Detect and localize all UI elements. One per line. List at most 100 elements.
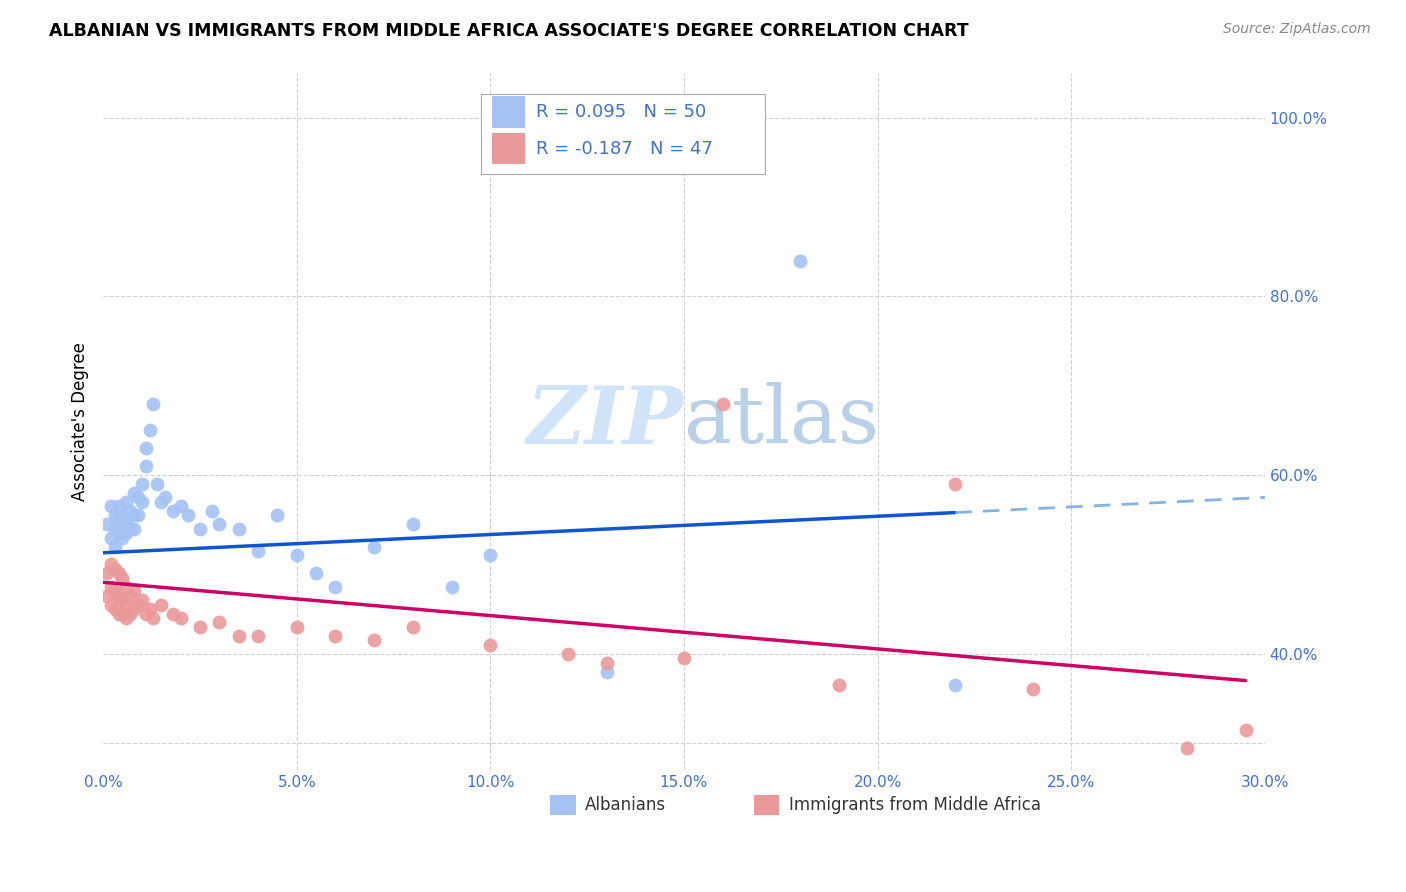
Point (943, 678, 966, 692)
Point (135, 442, 157, 456)
Point (285, 549, 308, 563)
Bar (550, 796, 576, 815)
Point (150, 598, 173, 612)
Point (115, 495, 138, 509)
Point (100, 580, 122, 594)
Point (595, 656, 617, 670)
Point (107, 607, 129, 621)
Point (188, 522, 211, 536)
Point (131, 495, 153, 509)
Point (100, 598, 122, 612)
Bar (754, 796, 779, 815)
Point (111, 508, 134, 523)
FancyBboxPatch shape (481, 94, 765, 174)
Point (111, 531, 134, 545)
Point (131, 477, 153, 491)
Point (120, 589, 142, 603)
Point (363, 540, 385, 554)
Point (96, 589, 118, 603)
Text: R = 0.095   N = 50: R = 0.095 N = 50 (537, 103, 707, 121)
Point (142, 611, 165, 625)
Point (169, 611, 191, 625)
Point (402, 517, 425, 532)
Point (228, 629, 250, 643)
Point (111, 517, 134, 532)
Point (285, 620, 308, 634)
Point (96, 517, 118, 532)
Point (122, 486, 145, 500)
Point (162, 504, 184, 518)
Point (120, 522, 142, 536)
Point (595, 665, 617, 679)
Text: Immigrants from Middle Africa: Immigrants from Middle Africa (789, 796, 1040, 814)
Point (789, 253, 811, 268)
Point (943, 477, 966, 491)
Point (305, 566, 328, 581)
Point (557, 647, 579, 661)
Point (115, 513, 138, 527)
Point (107, 566, 129, 581)
Point (402, 620, 425, 634)
Point (325, 580, 347, 594)
Point (200, 504, 222, 518)
Point (111, 571, 134, 585)
Point (142, 396, 165, 410)
Point (208, 517, 231, 532)
Text: ZIP: ZIP (527, 383, 683, 460)
Point (100, 558, 122, 572)
Point (100, 500, 122, 514)
Point (115, 580, 138, 594)
Point (1177, 740, 1199, 755)
Point (247, 544, 270, 558)
Point (107, 589, 129, 603)
Point (711, 396, 734, 410)
Point (127, 491, 149, 505)
Point (138, 602, 160, 616)
Point (208, 615, 231, 630)
Point (247, 629, 270, 643)
Y-axis label: Associate's Degree: Associate's Degree (72, 342, 89, 501)
Point (828, 678, 851, 692)
Point (177, 508, 200, 523)
Point (325, 629, 347, 643)
Point (104, 522, 127, 536)
Point (96, 566, 118, 581)
Point (127, 598, 149, 612)
Point (111, 593, 134, 607)
Point (131, 593, 153, 607)
Point (440, 580, 463, 594)
Text: R = -0.187   N = 47: R = -0.187 N = 47 (537, 140, 713, 158)
Point (107, 513, 129, 527)
Point (104, 584, 127, 599)
Point (146, 477, 169, 491)
Point (169, 500, 191, 514)
Point (135, 607, 157, 621)
Point (479, 549, 502, 563)
Point (135, 459, 157, 474)
Point (162, 607, 184, 621)
Point (115, 611, 138, 625)
Text: Source: ZipAtlas.com: Source: ZipAtlas.com (1223, 22, 1371, 37)
Point (115, 526, 138, 541)
Point (1021, 682, 1043, 697)
Point (107, 500, 129, 514)
Text: atlas: atlas (683, 383, 879, 460)
Point (122, 522, 145, 536)
Point (153, 491, 176, 505)
Point (104, 508, 127, 523)
Point (122, 602, 145, 616)
Point (122, 584, 145, 599)
Point (100, 531, 122, 545)
Point (228, 522, 250, 536)
Text: Albanians: Albanians (585, 796, 666, 814)
Point (122, 508, 145, 523)
Point (1234, 723, 1257, 737)
Point (672, 651, 695, 665)
Point (150, 495, 173, 509)
Text: ALBANIAN VS IMMIGRANTS FROM MIDDLE AFRICA ASSOCIATE'S DEGREE CORRELATION CHART: ALBANIAN VS IMMIGRANTS FROM MIDDLE AFRIC… (49, 22, 969, 40)
Point (479, 638, 502, 652)
Point (127, 508, 149, 523)
Bar (492, 133, 524, 164)
Point (107, 526, 129, 541)
Point (138, 423, 160, 437)
